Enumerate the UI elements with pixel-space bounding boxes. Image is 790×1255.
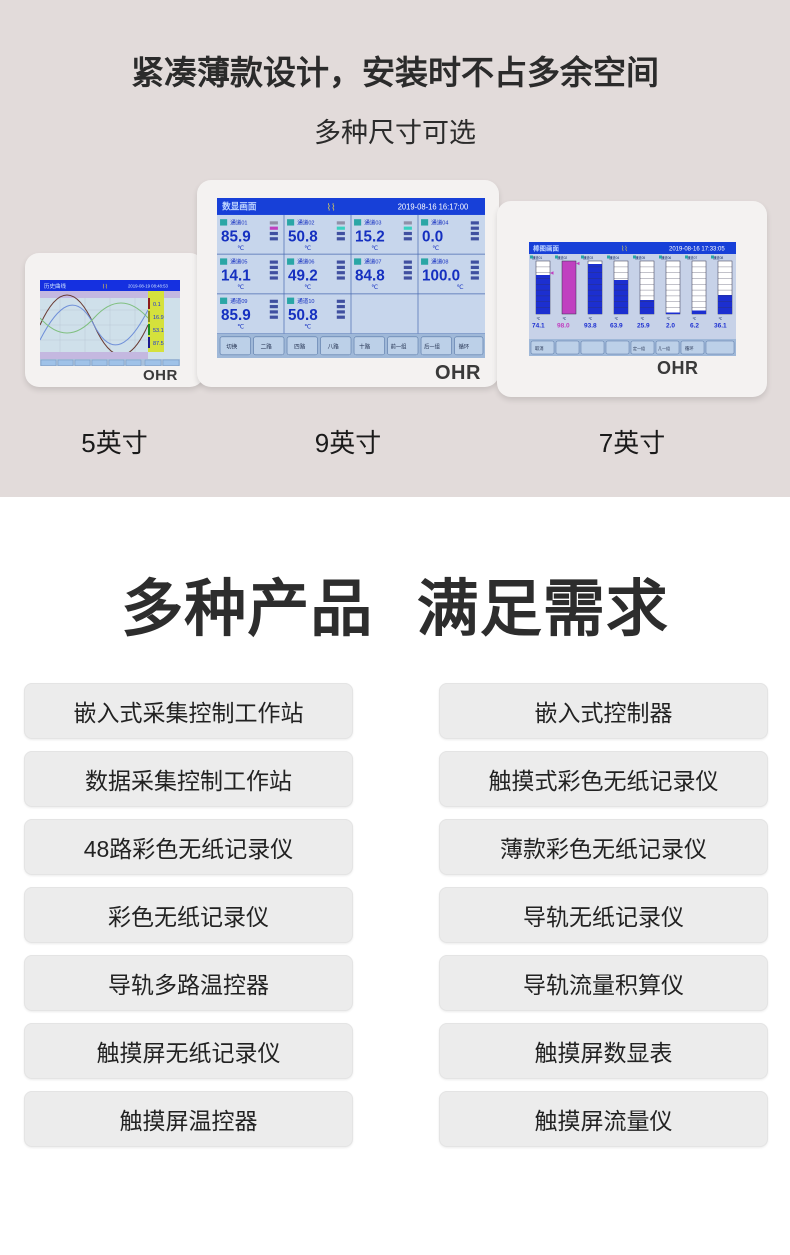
svg-text:前一组: 前一组 — [391, 342, 407, 350]
svg-text:通道07: 通道07 — [364, 258, 381, 266]
svg-text:通道06: 通道06 — [297, 258, 314, 266]
svg-text:通道09: 通道09 — [230, 297, 247, 305]
svg-text:历史曲线: 历史曲线 — [44, 282, 67, 290]
svg-text:℃: ℃ — [304, 245, 311, 252]
svg-text:⌇⌇: ⌇⌇ — [327, 203, 336, 213]
svg-text:℃: ℃ — [432, 245, 439, 252]
svg-text:16.9: 16.9 — [153, 315, 164, 321]
svg-text:通道01: 通道01 — [532, 255, 542, 260]
svg-text:2.0: 2.0 — [666, 323, 675, 330]
svg-text:74.1: 74.1 — [532, 323, 545, 330]
svg-text:100.0: 100.0 — [422, 267, 460, 284]
svg-text:二路: 二路 — [261, 342, 272, 350]
svg-text:循环: 循环 — [685, 345, 694, 352]
svg-text:25.9: 25.9 — [637, 323, 650, 330]
svg-text:℃: ℃ — [304, 284, 311, 291]
svg-text:四路: 四路 — [294, 342, 305, 350]
svg-text:0.0: 0.0 — [422, 228, 443, 245]
svg-text:2019-08-16 17:33:05: 2019-08-16 17:33:05 — [669, 247, 725, 253]
svg-text:通道07: 通道07 — [687, 255, 697, 260]
svg-text:后一组: 后一组 — [424, 342, 440, 350]
svg-text:定一组: 定一组 — [633, 345, 645, 351]
svg-text:℃: ℃ — [457, 284, 464, 291]
svg-text:63.9: 63.9 — [610, 323, 623, 330]
svg-text:数显画面: 数显画面 — [221, 200, 257, 211]
svg-text:6.2: 6.2 — [690, 323, 699, 330]
svg-text:85.9: 85.9 — [221, 307, 251, 324]
svg-text:切换: 切换 — [226, 342, 237, 350]
svg-text:50.8: 50.8 — [288, 228, 318, 245]
svg-text:通道05: 通道05 — [635, 255, 645, 260]
svg-text:℃: ℃ — [371, 284, 378, 291]
svg-text:通道01: 通道01 — [230, 218, 247, 226]
svg-text:通道03: 通道03 — [583, 255, 593, 260]
svg-text:85.9: 85.9 — [221, 228, 251, 245]
svg-text:十路: 十路 — [359, 342, 370, 350]
svg-text:2019-08-16 16:17:00: 2019-08-16 16:17:00 — [398, 203, 469, 212]
svg-text:15.2: 15.2 — [355, 228, 385, 245]
svg-text:循环: 循环 — [459, 342, 470, 350]
svg-text:93.8: 93.8 — [584, 323, 597, 330]
svg-text:℃: ℃ — [304, 323, 311, 330]
svg-text:℃: ℃ — [237, 284, 244, 291]
svg-text:2019-08-19 08:48:53: 2019-08-19 08:48:53 — [128, 284, 169, 289]
svg-text:℃: ℃ — [237, 245, 244, 252]
svg-text:⌇⌇: ⌇⌇ — [621, 245, 628, 253]
svg-text:通道03: 通道03 — [364, 218, 381, 226]
svg-text:36.1: 36.1 — [714, 323, 727, 330]
svg-text:50.8: 50.8 — [288, 307, 318, 324]
svg-text:通道04: 通道04 — [609, 255, 619, 260]
svg-text:通道02: 通道02 — [297, 218, 314, 226]
svg-text:87.5: 87.5 — [153, 341, 164, 347]
svg-text:几一组: 几一组 — [658, 345, 670, 351]
svg-text:八路: 八路 — [328, 342, 339, 350]
svg-text:49.2: 49.2 — [288, 267, 318, 284]
svg-text:通道10: 通道10 — [297, 297, 314, 305]
svg-text:取消: 取消 — [535, 345, 544, 352]
svg-text:84.8: 84.8 — [355, 267, 385, 284]
svg-text:0.1: 0.1 — [153, 302, 161, 308]
svg-text:℃: ℃ — [371, 245, 378, 252]
svg-text:通道08: 通道08 — [431, 258, 448, 266]
svg-text:棒图画面: 棒图画面 — [533, 244, 560, 253]
svg-text:98.0: 98.0 — [557, 323, 570, 330]
svg-text:℃: ℃ — [237, 323, 244, 330]
svg-text:通道06: 通道06 — [661, 255, 671, 260]
svg-text:通道02: 通道02 — [557, 255, 567, 260]
svg-text:14.1: 14.1 — [221, 267, 251, 284]
svg-text:通道04: 通道04 — [431, 218, 448, 226]
svg-text:53.1: 53.1 — [153, 328, 164, 334]
svg-text:通道05: 通道05 — [230, 258, 247, 266]
svg-text:通道08: 通道08 — [713, 255, 723, 260]
svg-text:⌇⌇: ⌇⌇ — [102, 284, 108, 291]
